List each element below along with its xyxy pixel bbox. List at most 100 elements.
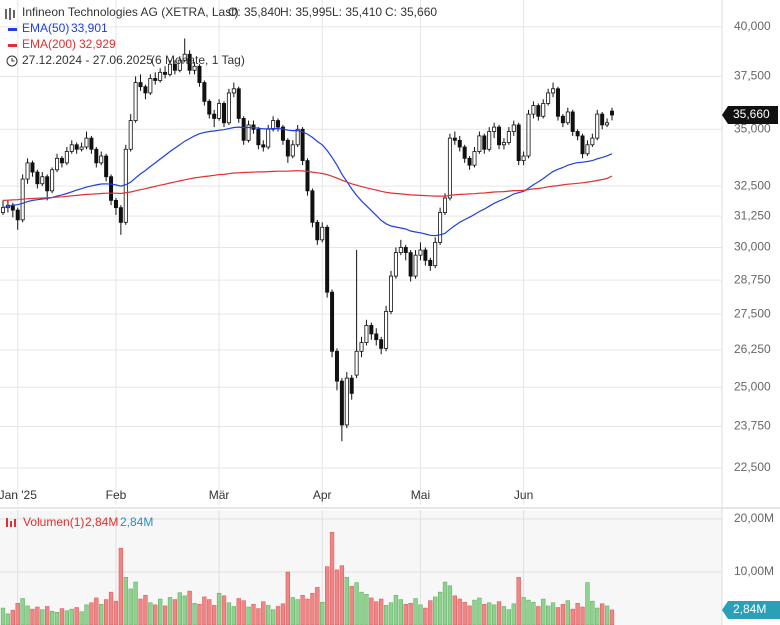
- candle-body: [339, 380, 344, 426]
- candle-body: [15, 209, 20, 221]
- volume-bar: [315, 587, 320, 625]
- volume-bar: [133, 581, 138, 625]
- volume-bar: [600, 603, 605, 625]
- candle-body: [369, 325, 374, 335]
- candle-body: [0, 207, 6, 213]
- volume-bar: [506, 609, 512, 625]
- volume-bar: [35, 606, 40, 625]
- candle-body: [610, 110, 615, 116]
- volume-bar: [526, 599, 531, 625]
- volume-bar: [128, 588, 133, 625]
- volume-bar: [84, 604, 89, 625]
- volume-bar: [108, 591, 114, 625]
- ema-line: [2, 126, 613, 237]
- period: (6 Monate, 1 Tag): [151, 53, 245, 67]
- candle-body: [59, 157, 64, 164]
- candle-body: [276, 120, 281, 128]
- volume-tick-label: 20,00M: [734, 511, 774, 525]
- candle-body: [197, 65, 202, 83]
- volume-bar: [550, 602, 556, 625]
- volume-bar: [10, 609, 15, 625]
- price-badge-label: 35,660: [733, 107, 770, 121]
- ohlc-open: O: 35,840: [228, 5, 281, 19]
- candle-body: [487, 131, 492, 150]
- volume-bar: [511, 603, 516, 625]
- y-tick-label: 32,500: [734, 178, 771, 192]
- volume-bar: [167, 597, 173, 625]
- volume-bar: [118, 547, 124, 625]
- candle-body: [143, 86, 148, 94]
- candle-body: [109, 176, 114, 201]
- volume-bar: [261, 601, 266, 625]
- candle-body: [447, 137, 452, 199]
- x-tick-label: Apr: [313, 488, 332, 502]
- volume-bar: [94, 597, 99, 625]
- candle-body: [153, 78, 158, 81]
- title: Infineon Technologies AG (XETRA, Last): [22, 5, 239, 19]
- volume-bar: [113, 600, 119, 625]
- candle-body: [418, 249, 423, 256]
- volume-bar: [379, 598, 384, 625]
- volume-bar: [251, 604, 256, 625]
- volume-bar: [585, 582, 590, 625]
- volume-bar: [300, 595, 305, 625]
- candle-body: [497, 126, 502, 146]
- volume-bar: [162, 605, 168, 625]
- clock-hands: [11, 58, 15, 62]
- volume-bar: [20, 598, 25, 625]
- candle-body: [482, 135, 487, 150]
- volume-bar: [477, 597, 482, 625]
- date-range: 27.12.2024 - 27.06.2025: [22, 53, 153, 67]
- marks: [0, 38, 615, 625]
- volume-bar: [541, 598, 546, 625]
- volume-bar: [79, 611, 84, 625]
- candle-body: [344, 377, 349, 426]
- y-tick-label: 23,750: [734, 419, 771, 433]
- volume-bar: [103, 599, 109, 625]
- volume-bar: [452, 595, 457, 625]
- volume-bar: [212, 605, 217, 625]
- volume-bar: [428, 600, 433, 625]
- candle-body: [167, 63, 172, 75]
- volume-bar: [388, 602, 394, 625]
- candle-body: [565, 111, 570, 124]
- candle-body: [334, 350, 339, 382]
- candle-body: [212, 113, 217, 119]
- candle-body: [35, 171, 40, 185]
- volume-bar: [49, 610, 55, 625]
- volume-bar: [364, 594, 369, 625]
- volume-bar: [153, 604, 158, 625]
- ohlc-low: L: 35,410: [332, 5, 382, 19]
- candle-body: [50, 169, 55, 192]
- candle-body: [256, 128, 261, 146]
- volume-bar: [256, 608, 261, 625]
- volume-bar: [570, 608, 575, 625]
- candle-body: [349, 377, 354, 394]
- y-tick-label: 31,250: [734, 208, 771, 222]
- candle-body: [55, 157, 60, 171]
- candle-body: [433, 241, 438, 266]
- volume-bar: [305, 598, 310, 625]
- volume-bar: [197, 604, 202, 625]
- candle-body: [546, 92, 551, 104]
- volume-bar: [295, 599, 300, 625]
- volume-bar: [64, 610, 69, 625]
- volume-bar: [467, 605, 472, 625]
- price-badge: [722, 105, 778, 124]
- volume-bar: [216, 592, 222, 625]
- candle-body: [560, 115, 565, 124]
- candle-body: [222, 103, 227, 124]
- candle-body: [551, 88, 556, 94]
- x-tick-label: Jan '25: [0, 488, 37, 502]
- candle-body: [138, 82, 143, 88]
- volume-value: 2,84M: [85, 515, 118, 529]
- volume-bar: [236, 598, 241, 625]
- volume-bar: [359, 591, 364, 625]
- volume-bar: [418, 604, 423, 625]
- x-tick-label: Mai: [411, 488, 430, 502]
- candle-body: [133, 82, 138, 121]
- y-tick-label: 40,000: [734, 19, 771, 33]
- legend-label: EMA(50): [22, 21, 69, 35]
- candle-body: [202, 82, 207, 102]
